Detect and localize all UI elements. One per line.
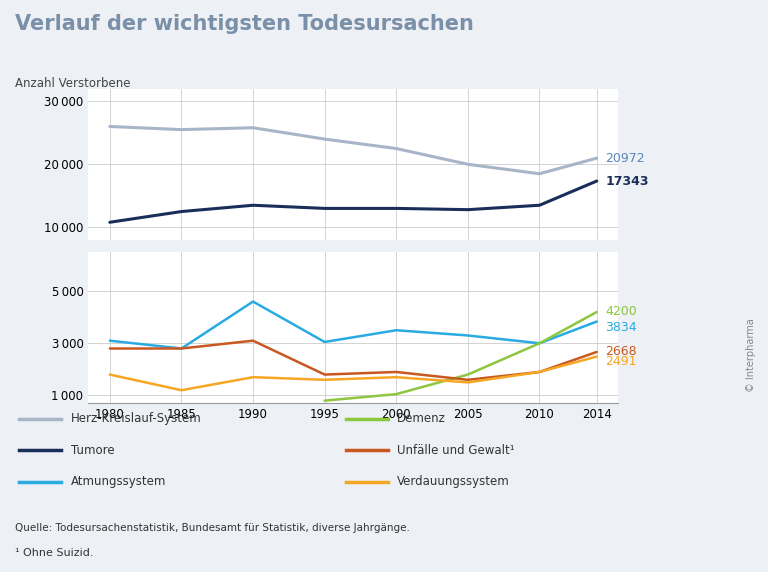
Text: © Interpharma: © Interpharma bbox=[746, 318, 756, 391]
Text: 4200: 4200 bbox=[605, 305, 637, 319]
Text: 20972: 20972 bbox=[605, 152, 645, 165]
Text: Quelle: Todesursachenstatistik, Bundesamt für Statistik, diverse Jahrgänge.: Quelle: Todesursachenstatistik, Bundesam… bbox=[15, 523, 410, 533]
Text: Anzahl Verstorbene: Anzahl Verstorbene bbox=[15, 77, 131, 90]
Text: Tumore: Tumore bbox=[71, 444, 114, 456]
Text: Unfälle und Gewalt¹: Unfälle und Gewalt¹ bbox=[397, 444, 515, 456]
Text: 2668: 2668 bbox=[605, 345, 637, 359]
Text: 2491: 2491 bbox=[605, 355, 637, 368]
Text: 17343: 17343 bbox=[605, 174, 649, 188]
Text: Verlauf der wichtigsten Todesursachen: Verlauf der wichtigsten Todesursachen bbox=[15, 14, 474, 34]
Text: Demenz: Demenz bbox=[397, 412, 446, 425]
Text: ¹ Ohne Suizid.: ¹ Ohne Suizid. bbox=[15, 548, 94, 558]
Text: Verdauungssystem: Verdauungssystem bbox=[397, 475, 510, 488]
Text: Atmungssystem: Atmungssystem bbox=[71, 475, 166, 488]
Text: 3834: 3834 bbox=[605, 321, 637, 333]
Text: Herz-Kreislauf-System: Herz-Kreislauf-System bbox=[71, 412, 201, 425]
